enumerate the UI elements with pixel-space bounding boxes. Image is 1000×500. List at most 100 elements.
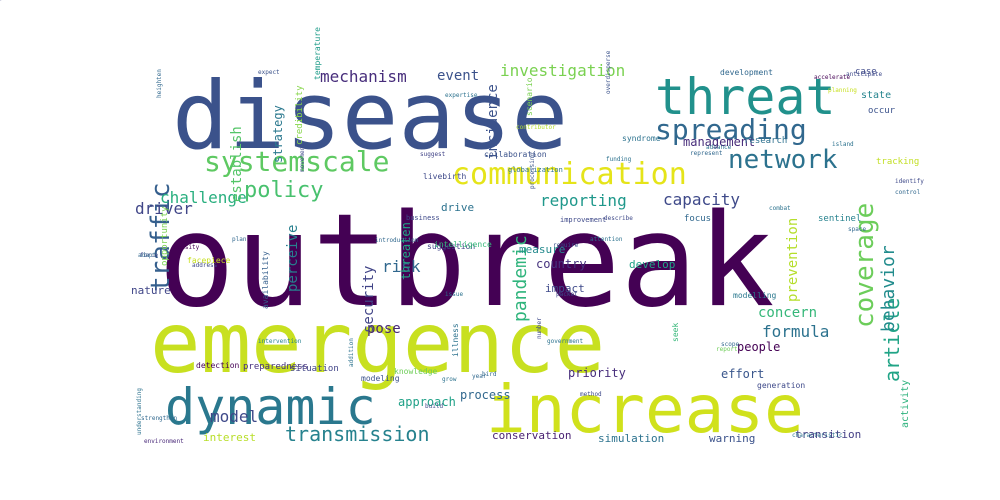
- word-introduction: introduction: [375, 237, 419, 245]
- word-intervention: intervention: [258, 338, 302, 346]
- word-plan: plan: [232, 236, 247, 244]
- word-communication: communication: [452, 157, 687, 192]
- word-pose: pose: [367, 320, 401, 337]
- word-density: density: [174, 244, 200, 252]
- word-incidence: incidence: [485, 84, 501, 160]
- word-suggest: suggest: [420, 151, 446, 159]
- word-planning: planning: [828, 87, 857, 95]
- word-understanding: understanding: [136, 388, 143, 435]
- word-drive: drive: [441, 201, 475, 215]
- word-spreading: spreading: [655, 112, 807, 146]
- word-case: case: [855, 66, 877, 77]
- word-threaten: threaten: [399, 222, 413, 280]
- word-position: position: [0, 0, 29, 1]
- word-method: method: [580, 391, 602, 399]
- word-measure: measure: [519, 243, 566, 257]
- word-risk: risk: [382, 257, 421, 277]
- word-systemscale: systemscale: [204, 144, 390, 178]
- word-advance: advance: [706, 144, 732, 152]
- word-seek: seek: [671, 322, 680, 342]
- word-improvement: improvement: [560, 216, 607, 225]
- word-effort: effort: [721, 367, 765, 382]
- word-describe: describe: [604, 215, 633, 223]
- word-perceive: perceive: [285, 224, 301, 292]
- word-establish: establish: [229, 126, 245, 202]
- word-warning: warning: [709, 432, 756, 446]
- word-undertake: undertake: [0, 0, 33, 1]
- word-threat: threat: [655, 68, 836, 126]
- word-globalization: globalization: [508, 166, 563, 175]
- word-driver: driver: [135, 199, 193, 219]
- word-disease: disease: [172, 61, 569, 171]
- word-build: build: [425, 403, 444, 411]
- word-event: event: [437, 67, 480, 84]
- word-increase: increase: [486, 371, 804, 449]
- word-situation: situation: [290, 363, 339, 374]
- word-scenario: scenario: [525, 77, 534, 116]
- word-addition: addition: [348, 338, 355, 367]
- word-formula: formula: [762, 322, 830, 342]
- word-sentinel: sentinel: [818, 213, 862, 224]
- word-modeling: modeling: [361, 373, 400, 383]
- word-strengthen: strengthen: [141, 415, 178, 423]
- word-grow: grow: [442, 376, 457, 384]
- word-overdisperse: overdisperse: [605, 50, 612, 94]
- word-represent: represent: [690, 150, 723, 158]
- word-people: people: [737, 340, 781, 355]
- word-business: business: [406, 214, 440, 223]
- word-movement: movement: [299, 143, 306, 172]
- word-impact: impact: [545, 282, 585, 296]
- word-process: process: [460, 388, 511, 403]
- word-year: year: [472, 373, 487, 381]
- word-attention: attention: [590, 236, 623, 244]
- word-processing: processing: [529, 152, 536, 189]
- word-country: country: [536, 257, 587, 272]
- word-credibility: credibility: [295, 85, 305, 145]
- word-adapt: adapt: [138, 252, 157, 260]
- word-syndrome: syndrome: [622, 133, 661, 143]
- word-collaboration: collaboration: [484, 149, 547, 159]
- word-capacity: capacity: [663, 190, 741, 210]
- word-generation: generation: [757, 380, 806, 390]
- word-detection: detection: [196, 360, 240, 370]
- word-development: development: [720, 67, 773, 77]
- word-reporting: reporting: [540, 191, 627, 211]
- word-address: address: [192, 262, 218, 270]
- word-approach: approach: [398, 395, 456, 410]
- word-simulation: simulation: [598, 432, 665, 446]
- word-emergence: emergence: [150, 293, 606, 392]
- word-cancer: cancer: [0, 0, 22, 1]
- word-activity: activity: [900, 379, 911, 428]
- word-availability: availability: [261, 251, 270, 309]
- word-prevention: prevention: [785, 217, 801, 302]
- word-heighten: heighten: [156, 69, 163, 98]
- word-state: state: [861, 90, 892, 101]
- word-mechanism: mechanism: [320, 67, 407, 87]
- word-space: space: [848, 226, 867, 234]
- word-anticipate: anticipate: [846, 71, 883, 79]
- word-expect: expect: [258, 69, 280, 77]
- word-occur: occur: [868, 105, 896, 116]
- word-nature: nature: [131, 284, 171, 298]
- word-preparedness: preparedness: [243, 361, 309, 372]
- word-scope: scope: [721, 341, 740, 349]
- word-environment: environment: [144, 438, 184, 446]
- word-strategy: strategy: [271, 105, 285, 163]
- word-packet: packet: [556, 291, 578, 299]
- word-combat: combat: [769, 205, 791, 213]
- word-island: island: [832, 141, 854, 149]
- word-concern: concern: [758, 304, 818, 321]
- word-develop: develop: [629, 258, 676, 272]
- word-report: report: [716, 346, 738, 354]
- word-tracking: tracking: [876, 156, 920, 167]
- word-security: security: [361, 265, 377, 333]
- word-focus: focus: [684, 213, 712, 224]
- word-model: model: [210, 407, 259, 427]
- word-characteristic: characteristic: [792, 432, 843, 440]
- word-investigation: investigation: [500, 61, 626, 81]
- word-control: control: [895, 189, 921, 197]
- word-expertise: expertise: [445, 92, 478, 100]
- word-contributor: contributor: [516, 124, 556, 132]
- word-intelligence: intelligence: [434, 239, 492, 249]
